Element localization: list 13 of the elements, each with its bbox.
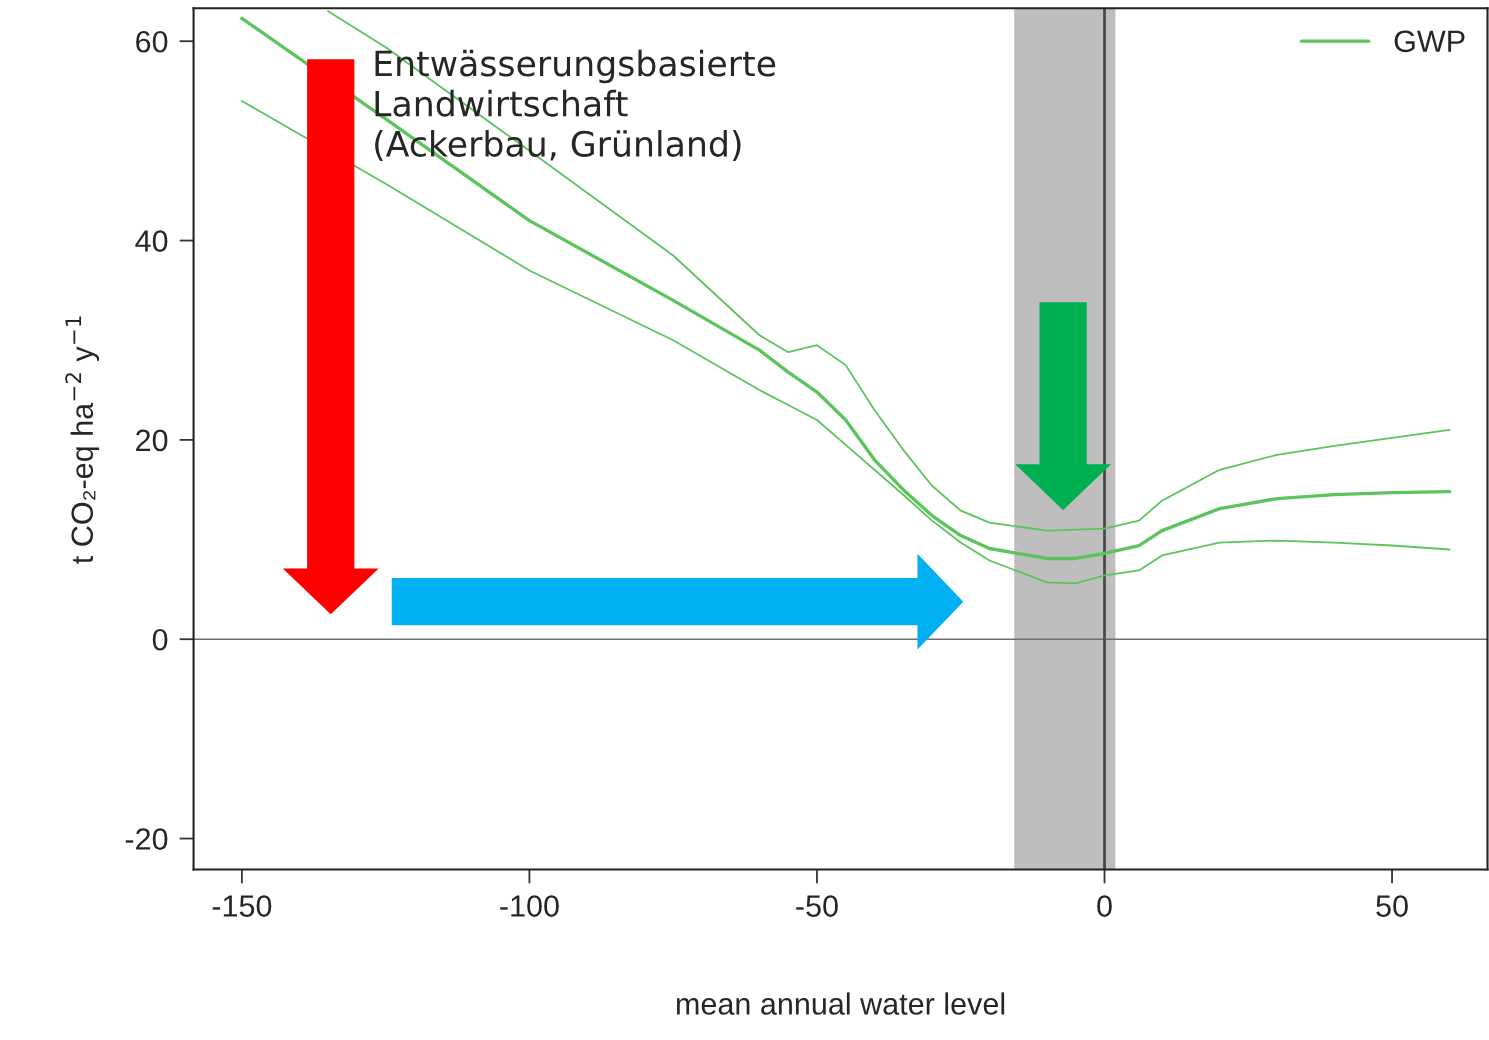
- y-tick-label: 40: [135, 230, 168, 252]
- x-tick-label: -50: [796, 895, 838, 917]
- x-tick-label: 50: [1376, 895, 1408, 917]
- x-tick-label: -100: [500, 895, 559, 917]
- y-tick-label: 20: [136, 429, 168, 452]
- y-axis-title: t CO₂-eq ha$^{−2}$ y$^{−1}$: [65, 316, 100, 564]
- legend-label: GWP: [1394, 30, 1465, 53]
- y-tick-label: 0: [152, 628, 168, 651]
- y-tick-label: 60: [136, 30, 168, 53]
- x-axis-title: mean annual water level: [676, 992, 1005, 1015]
- x-tick-label: -150: [212, 895, 272, 917]
- y-tick-label: -20: [125, 828, 168, 850]
- x-tick-label: 0: [1097, 895, 1112, 917]
